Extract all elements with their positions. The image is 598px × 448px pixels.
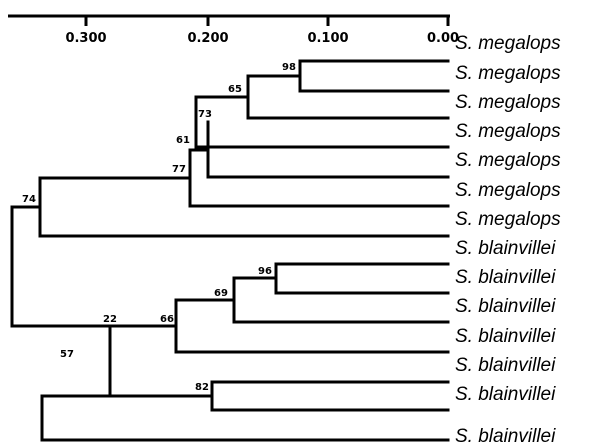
node-support-label: 74 bbox=[22, 194, 36, 205]
scale-axis: 0.300 0.200 0.100 0.00 bbox=[8, 14, 459, 46]
leaf-label: S. blainvillei bbox=[455, 326, 556, 347]
tree-branches bbox=[10, 59, 450, 442]
node-support-label: 69 bbox=[214, 288, 228, 299]
node-support-label: 73 bbox=[198, 109, 212, 120]
leaf-label: S. blainvillei bbox=[455, 238, 556, 259]
scale-tick-label: 0.100 bbox=[307, 31, 348, 46]
leaf-label: S. megalops bbox=[455, 63, 561, 84]
node-support-label: 82 bbox=[195, 382, 209, 393]
scale-tick-label: 0.200 bbox=[187, 31, 228, 46]
leaf-labels: S. megalops S. megalops S. megalops S. m… bbox=[455, 33, 561, 447]
scale-tick-label: 0.300 bbox=[65, 31, 106, 46]
leaf-label: S. megalops bbox=[455, 209, 561, 230]
node-support-label: 61 bbox=[176, 135, 190, 146]
node-support-label: 77 bbox=[172, 164, 186, 175]
leaf-label: S. blainvillei bbox=[455, 426, 556, 447]
node-support-label: 98 bbox=[282, 62, 296, 73]
leaf-label: S. blainvillei bbox=[455, 296, 556, 317]
leaf-label: S. megalops bbox=[455, 150, 561, 171]
leaf-label: S. megalops bbox=[455, 33, 561, 54]
leaf-label: S. megalops bbox=[455, 92, 561, 113]
node-support-label: 66 bbox=[160, 314, 174, 325]
leaf-label: S. megalops bbox=[455, 121, 561, 142]
node-support-label: 57 bbox=[60, 349, 74, 360]
node-support-label: 65 bbox=[228, 84, 242, 95]
scale-tick-label: 0.00 bbox=[427, 31, 459, 46]
node-support-label: 22 bbox=[103, 314, 117, 325]
leaf-label: S. blainvillei bbox=[455, 384, 556, 405]
leaf-label: S. blainvillei bbox=[455, 355, 556, 376]
leaf-label: S. megalops bbox=[455, 180, 561, 201]
node-labels: 98 65 73 61 77 74 96 69 66 22 57 82 bbox=[22, 62, 296, 393]
leaf-label: S. blainvillei bbox=[455, 267, 556, 288]
node-support-label: 96 bbox=[258, 266, 272, 277]
